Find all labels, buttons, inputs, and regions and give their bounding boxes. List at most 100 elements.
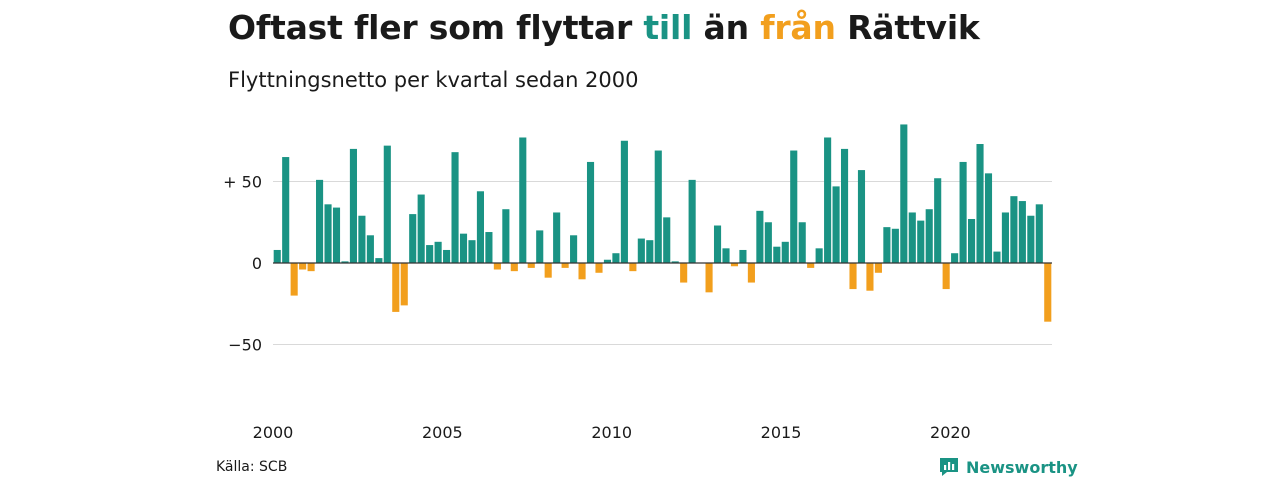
bar-20: [443, 249, 451, 263]
axes: + 50 0 −50 2000 2005 2010 2015 2020: [223, 173, 1052, 442]
bar-55: [739, 249, 747, 263]
bar-40: [612, 253, 620, 263]
bar-90: [1035, 204, 1043, 263]
bar-44: [646, 240, 654, 263]
bar-1: [282, 157, 290, 263]
bar-54: [730, 263, 739, 267]
bar-83: [976, 144, 984, 263]
bar-78: [934, 178, 942, 263]
y-tick-label: −50: [228, 336, 262, 355]
bar-39: [603, 259, 612, 263]
bar-65: [824, 137, 832, 263]
bar-32: [544, 263, 552, 278]
bar-73: [891, 228, 899, 263]
chart-subtitle: Flyttningsnetto per kvartal sedan 2000: [228, 68, 639, 92]
bar-71: [874, 263, 882, 273]
title-till: till: [643, 8, 693, 47]
bar-33: [553, 212, 561, 263]
source-note: Källa: SCB: [216, 459, 288, 475]
bar-9: [349, 148, 357, 263]
x-tick-label: 2015: [761, 423, 802, 442]
bar-2: [290, 263, 298, 296]
bar-25: [485, 232, 493, 263]
bar-77: [925, 209, 933, 263]
bar-34: [561, 263, 569, 268]
bars: [273, 124, 1052, 322]
bar-6: [324, 204, 332, 263]
bar-72: [883, 227, 891, 263]
x-tick-label: 2000: [253, 423, 294, 442]
bar-49: [688, 179, 696, 263]
bar-41: [620, 140, 628, 263]
bar-59: [773, 246, 781, 263]
newsworthy-logo-icon: [940, 458, 958, 476]
bar-75: [908, 212, 916, 263]
bar-15: [400, 263, 408, 306]
bar-46: [663, 217, 671, 263]
grid-lines: [273, 181, 1052, 345]
bar-60: [781, 241, 789, 263]
y-tick-label: 0: [252, 254, 262, 273]
bar-70: [866, 263, 874, 291]
bar-17: [417, 194, 425, 263]
bar-88: [1018, 201, 1026, 263]
bar-37: [586, 161, 595, 263]
brand-logo: Newsworthy: [938, 456, 1078, 478]
bar-84: [984, 173, 993, 263]
bar-27: [502, 209, 510, 263]
bar-53: [722, 248, 730, 263]
bar-18: [426, 245, 434, 263]
bar-80: [951, 253, 959, 263]
bar-13: [383, 145, 391, 263]
bar-61: [790, 150, 798, 263]
bar-66: [832, 186, 840, 263]
bar-68: [849, 263, 857, 290]
bar-8: [341, 261, 349, 263]
bar-87: [1010, 196, 1018, 263]
bar-38: [595, 263, 603, 273]
bar-29: [519, 137, 527, 263]
bar-10: [358, 215, 366, 263]
bar-52: [713, 225, 722, 263]
bar-82: [968, 218, 976, 263]
bar-64: [815, 248, 823, 263]
bar-19: [434, 241, 442, 263]
bar-12: [375, 258, 383, 263]
title-part-3: Rättvik: [835, 8, 980, 47]
y-tick-label: + 50: [223, 173, 262, 192]
bar-0: [273, 249, 281, 263]
bar-79: [942, 263, 950, 290]
bar-7: [332, 207, 341, 263]
bar-62: [798, 222, 806, 263]
bar-14: [392, 263, 400, 312]
bar-63: [807, 263, 815, 268]
bar-67: [840, 148, 849, 263]
title-part-1: Oftast fler som flyttar: [228, 8, 644, 47]
bar-3: [299, 263, 307, 270]
bar-26: [493, 263, 501, 270]
bar-43: [637, 238, 645, 263]
bar-30: [527, 263, 535, 268]
bar-81: [959, 161, 967, 263]
bar-86: [1001, 212, 1009, 263]
bar-56: [747, 263, 755, 283]
bar-48: [680, 263, 688, 283]
bar-35: [570, 235, 578, 263]
bar-74: [900, 124, 908, 263]
bar-24: [476, 191, 484, 263]
bar-31: [536, 230, 544, 263]
title-fran: från: [760, 8, 836, 47]
bar-22: [459, 233, 468, 263]
bar-45: [654, 150, 662, 263]
bar-85: [993, 251, 1001, 263]
bar-4: [307, 263, 315, 272]
bar-51: [705, 263, 713, 293]
bar-28: [510, 263, 518, 272]
x-tick-label: 2010: [591, 423, 632, 442]
bar-57: [756, 210, 764, 263]
bar-69: [857, 170, 866, 263]
bar-36: [578, 263, 586, 280]
bar-11: [366, 235, 374, 263]
bar-47: [671, 261, 679, 263]
